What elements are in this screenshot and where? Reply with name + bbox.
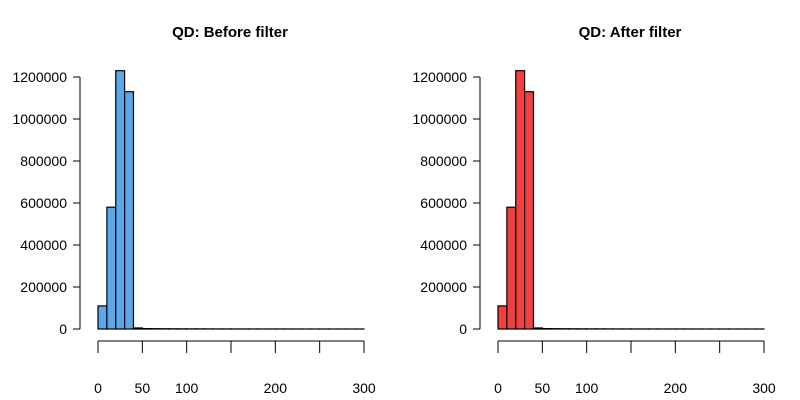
histogram-bar: [497, 305, 508, 330]
x-tick-label: 100: [175, 380, 199, 396]
histogram-bar: [506, 206, 517, 330]
x-tick-label: 300: [352, 380, 376, 396]
x-tick-label: 0: [94, 380, 102, 396]
y-tick-label: 600000: [20, 195, 67, 211]
x-tick-label: 0: [494, 380, 502, 396]
x-tick-label: 50: [135, 380, 151, 396]
chart-title: QD: After filter: [579, 24, 682, 41]
x-tick-label: 100: [575, 380, 599, 396]
y-tick-label: 1200000: [12, 69, 67, 85]
chart-panel-before-filter: QD: Before filter 0 200000 400000 600000 800…: [12, 24, 375, 396]
x-tick-label: 200: [664, 380, 688, 396]
x-tick-label: 300: [752, 380, 776, 396]
histogram-bar: [532, 327, 543, 330]
x-tick-label: 200: [264, 380, 288, 396]
y-tick-label: 1000000: [12, 111, 67, 127]
histogram-bar: [515, 70, 526, 330]
y-tick-label: 0: [59, 321, 67, 337]
chart-title: QD: Before filter: [172, 24, 288, 41]
chart-panel-after-filter: QD: After filter 0 200000 400000 600000 8000…: [412, 24, 775, 396]
y-tick-label: 400000: [20, 237, 67, 253]
y-tick-label: 600000: [420, 195, 467, 211]
histogram-bar: [123, 91, 135, 330]
y-tick-label: 200000: [20, 279, 67, 295]
y-tick-label: 800000: [420, 153, 467, 169]
y-tick-label: 1000000: [412, 111, 467, 127]
histogram-bar: [97, 305, 108, 330]
x-tick-label: 50: [535, 380, 551, 396]
y-tick-label: 200000: [420, 279, 467, 295]
y-tick-label: 1200000: [412, 69, 467, 85]
y-tick-label: 0: [459, 321, 467, 337]
histogram-bar: [523, 91, 535, 330]
histogram-bar: [115, 70, 126, 330]
y-tick-label: 400000: [420, 237, 467, 253]
histogram-bar: [106, 206, 117, 330]
y-tick-label: 800000: [20, 153, 67, 169]
histogram-bar: [132, 327, 143, 330]
